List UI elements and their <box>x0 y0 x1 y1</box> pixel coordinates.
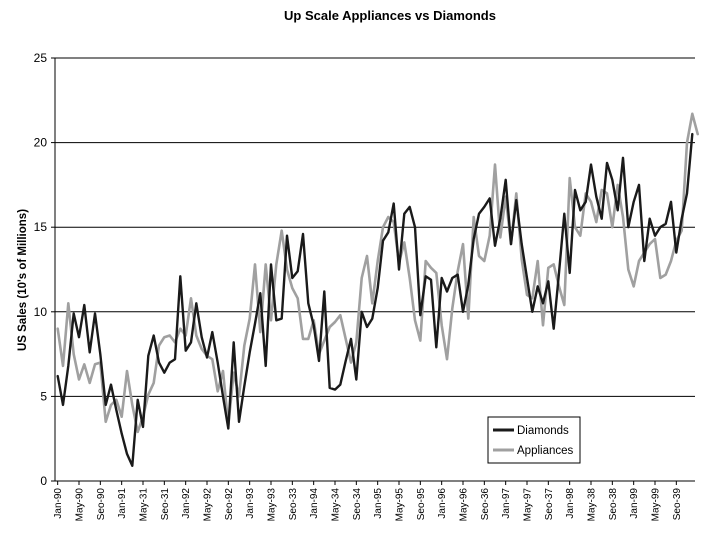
gridlines <box>55 57 695 397</box>
x-tick-label: Jan-96 <box>437 488 448 519</box>
x-tick-label: Seo-36 <box>480 488 491 521</box>
x-tick-label: May-93 <box>267 488 278 522</box>
x-tick-label: Jan-92 <box>181 488 192 519</box>
x-tick-label: Jan-91 <box>117 488 128 519</box>
x-tick-label: Jan-97 <box>501 488 512 519</box>
x-tick-label: Seo-90 <box>96 488 107 521</box>
x-tick-label: Jan-90 <box>53 488 64 519</box>
y-tick-label: 20 <box>34 136 48 150</box>
y-axis-label: US Sales (10's of Millions) <box>17 209 29 351</box>
x-tick-label: Seo-39 <box>672 488 683 521</box>
x-tick-label: May-31 <box>139 488 150 522</box>
x-tick-label: May-96 <box>459 488 470 522</box>
y-tick-label: 10 <box>34 305 48 319</box>
axes: 0 5 10 15 20 25 Jan-90 May-90 Seo-90 Jan-91 May-31… <box>34 51 695 521</box>
y-tick-label: 25 <box>34 51 48 65</box>
x-tick-label: May-38 <box>587 488 598 522</box>
x-tick-label: May-99 <box>651 488 662 522</box>
x-tick-label: May-92 <box>203 488 214 522</box>
x-tick-label: Jan-94 <box>309 488 320 519</box>
x-tick-label: May-97 <box>523 488 534 522</box>
x-tick-label: Seo-37 <box>544 488 555 521</box>
chart-title: Up Scale Appliances vs Diamonds <box>284 8 496 23</box>
series-lines <box>56 112 700 467</box>
x-tick-label: Seo-31 <box>160 488 171 521</box>
x-tick-label: Jan-95 <box>373 488 384 519</box>
legend-label-appliances: Appliances <box>517 445 574 457</box>
x-tick-label: May-34 <box>331 488 342 522</box>
series-line-appliances <box>56 112 700 434</box>
y-tick-label: 5 <box>40 389 47 403</box>
x-tick-label: Seo-34 <box>352 488 363 521</box>
x-tick-label: Jan-93 <box>245 488 256 519</box>
x-tick-label: Seo-38 <box>608 488 619 521</box>
legend-label-diamonds: Diamonds <box>517 425 569 437</box>
x-tick-label: May-95 <box>395 488 406 522</box>
legend: Diamonds Appliances <box>487 416 581 464</box>
x-tick-label: Seo-33 <box>288 488 299 521</box>
x-tick-label: Jan-99 <box>629 488 640 519</box>
y-tick-label: 0 <box>40 474 47 488</box>
x-tick-label: May-90 <box>75 488 86 522</box>
x-tick-label: Seo-92 <box>224 488 235 521</box>
x-tick-label: Jan-98 <box>565 488 576 519</box>
series-line-diamonds <box>56 132 694 467</box>
legend-box <box>487 416 581 464</box>
y-tick-label: 15 <box>34 220 48 234</box>
x-tick-label: Seo-95 <box>416 488 427 521</box>
